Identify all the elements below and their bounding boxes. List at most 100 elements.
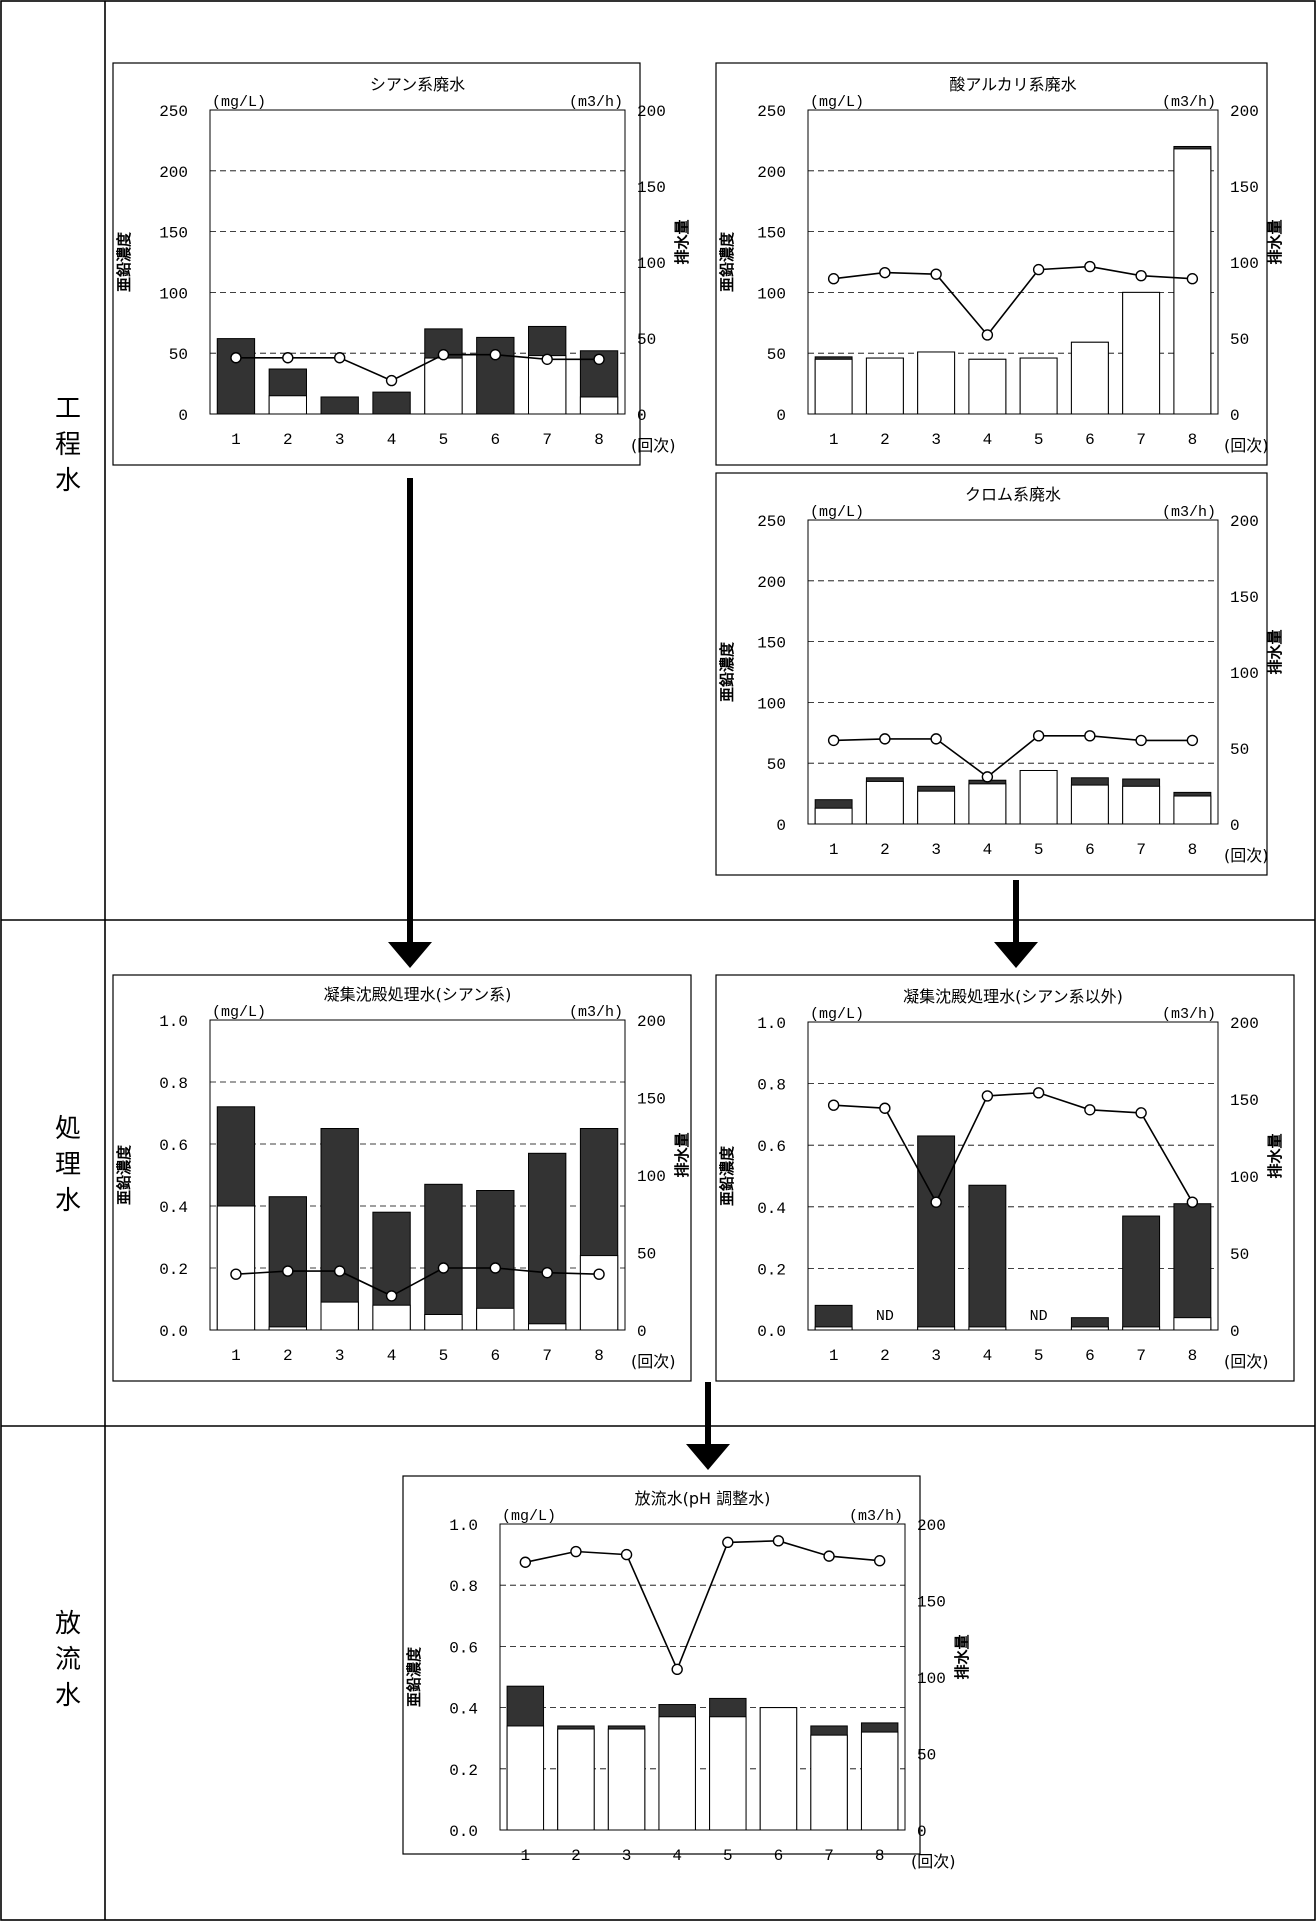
y-tick-label: 0.2 bbox=[757, 1261, 786, 1279]
y2-tick-label: 150 bbox=[637, 1091, 666, 1109]
y2-tick-label: 50 bbox=[917, 1747, 936, 1765]
bar-base-7 bbox=[528, 355, 567, 415]
discharge-point-4 bbox=[981, 1090, 994, 1102]
x-tick-label: 2 bbox=[880, 841, 890, 859]
discharge-line bbox=[833, 265, 1193, 337]
y-axis-title: 亜鉛濃度 bbox=[115, 231, 133, 292]
x-tick-label: 4 bbox=[983, 841, 993, 859]
y-tick-label: 50 bbox=[767, 346, 786, 364]
y2-tick-label: 150 bbox=[1230, 1092, 1259, 1110]
bar-total-3 bbox=[320, 1128, 359, 1331]
x-tick-label: 6 bbox=[1085, 841, 1095, 859]
x-tick-label: 3 bbox=[931, 1347, 941, 1365]
discharge-line bbox=[525, 1539, 880, 1672]
bar-base-7 bbox=[1122, 291, 1161, 415]
y-tick-label: 0.6 bbox=[159, 1137, 188, 1155]
y-tick-label: 250 bbox=[757, 513, 786, 531]
discharge-point-6 bbox=[489, 1262, 502, 1274]
chart-coag_cyan: 0.0 0.2 0.4 0.6 0.8 1.0 0 50 100 150 200 1 2 3 4 5 6 7 8 (回… bbox=[112, 974, 692, 1382]
y-axis-title: 亜鉛濃度 bbox=[405, 1646, 423, 1707]
x-tick-label: 4 bbox=[672, 1847, 682, 1865]
x-tick-label: 4 bbox=[983, 1347, 993, 1365]
bar-base-3 bbox=[607, 1728, 646, 1831]
y2-axis-title: 排水量 bbox=[1266, 1133, 1284, 1178]
bar-base-1 bbox=[814, 358, 853, 415]
chart-title: 凝集沈殿処理水(シアン系) bbox=[324, 985, 512, 1004]
discharge-line bbox=[235, 1267, 600, 1297]
y-axis-title: 亜鉛濃度 bbox=[718, 231, 736, 292]
discharge-point-1 bbox=[827, 1099, 840, 1111]
y2-tick-label: 50 bbox=[1230, 331, 1249, 349]
plot-area bbox=[807, 1021, 1219, 1331]
discharge-point-3 bbox=[620, 1548, 633, 1561]
left-unit-label: (mg/L) bbox=[810, 504, 864, 521]
discharge-point-8 bbox=[593, 353, 605, 365]
y2-tick-label: 50 bbox=[637, 331, 656, 349]
x-unit-label: (回次) bbox=[1224, 846, 1269, 865]
x-tick-label: 7 bbox=[542, 1347, 552, 1365]
arrow-cyan-to-treated bbox=[388, 478, 432, 968]
x-tick-label: 5 bbox=[723, 1847, 733, 1865]
x-unit-label: (回次) bbox=[1224, 1352, 1269, 1371]
y2-tick-label: 100 bbox=[637, 1168, 666, 1186]
discharge-point-5 bbox=[1032, 730, 1045, 742]
bar-base-4 bbox=[968, 783, 1007, 825]
bar-total-5 bbox=[424, 1183, 463, 1331]
bar-total-6 bbox=[476, 1190, 515, 1331]
y2-tick-label: 100 bbox=[917, 1670, 946, 1688]
y-tick-label: 1.0 bbox=[449, 1517, 478, 1535]
bar-total-6 bbox=[476, 336, 515, 415]
x-tick-label: 5 bbox=[1034, 431, 1044, 449]
y-tick-label: 0.0 bbox=[159, 1323, 188, 1341]
x-unit-label: (回次) bbox=[631, 1352, 676, 1371]
bar-base-8 bbox=[860, 1731, 899, 1831]
section-label-discharge: 放流水 bbox=[55, 1609, 81, 1711]
discharge-point-3 bbox=[930, 733, 942, 745]
bar-base-6 bbox=[1070, 341, 1109, 415]
bar-total-7 bbox=[528, 1152, 567, 1331]
bar-base-5 bbox=[424, 357, 463, 415]
x-tick-label: 6 bbox=[491, 1347, 501, 1365]
discharge-point-4 bbox=[981, 329, 994, 341]
y-tick-label: 0.2 bbox=[159, 1261, 188, 1279]
discharge-point-3 bbox=[333, 352, 346, 364]
x-tick-label: 6 bbox=[774, 1847, 784, 1865]
plot-area bbox=[209, 1019, 626, 1331]
discharge-point-2 bbox=[879, 733, 891, 745]
y2-tick-label: 200 bbox=[637, 103, 666, 121]
x-tick-label: 3 bbox=[335, 431, 345, 449]
bar-base-2 bbox=[865, 780, 904, 825]
discharge-point-7 bbox=[541, 353, 553, 365]
y2-tick-label: 100 bbox=[637, 255, 666, 273]
right-unit-label: (m3/h) bbox=[1162, 1006, 1216, 1023]
discharge-point-3 bbox=[333, 1265, 346, 1277]
discharge-point-5 bbox=[722, 1536, 734, 1549]
x-tick-label: 2 bbox=[283, 431, 293, 449]
discharge-point-1 bbox=[230, 352, 242, 364]
discharge-point-6 bbox=[489, 349, 502, 361]
y2-tick-label: 100 bbox=[1230, 1169, 1259, 1187]
left-unit-label: (mg/L) bbox=[212, 1004, 266, 1021]
discharge-point-6 bbox=[1084, 730, 1096, 742]
bar-base-5 bbox=[1019, 357, 1058, 415]
y-tick-label: 0.2 bbox=[449, 1762, 478, 1780]
right-unit-label: (m3/h) bbox=[1162, 504, 1216, 521]
chart-effluent: 0.0 0.2 0.4 0.6 0.8 1.0 0 50 100 150 200 1 2 3 4 5 6 7 8 (回… bbox=[402, 1475, 971, 1871]
x-tick-label: 7 bbox=[1136, 1347, 1146, 1365]
x-tick-label: 8 bbox=[594, 1347, 604, 1365]
x-tick-label: 7 bbox=[824, 1847, 834, 1865]
chart-coag_other: 0.0 0.2 0.4 0.6 0.8 1.0 0 50 100 150 200 1 2 3 4 5 6 7 8 (回… bbox=[715, 974, 1295, 1382]
bar-base-8 bbox=[1173, 1317, 1212, 1331]
discharge-point-7 bbox=[541, 1266, 553, 1279]
left-unit-label: (mg/L) bbox=[502, 1508, 556, 1525]
y-tick-label: 100 bbox=[757, 285, 786, 303]
plot-area bbox=[807, 519, 1219, 825]
bar-base-4 bbox=[372, 1304, 411, 1331]
bar-base-6 bbox=[1070, 784, 1109, 825]
y2-tick-label: 200 bbox=[917, 1517, 946, 1535]
discharge-point-7 bbox=[1135, 269, 1147, 282]
x-tick-label: 5 bbox=[439, 431, 449, 449]
x-unit-label: (回次) bbox=[911, 1852, 956, 1871]
x-tick-label: 1 bbox=[231, 1347, 241, 1365]
